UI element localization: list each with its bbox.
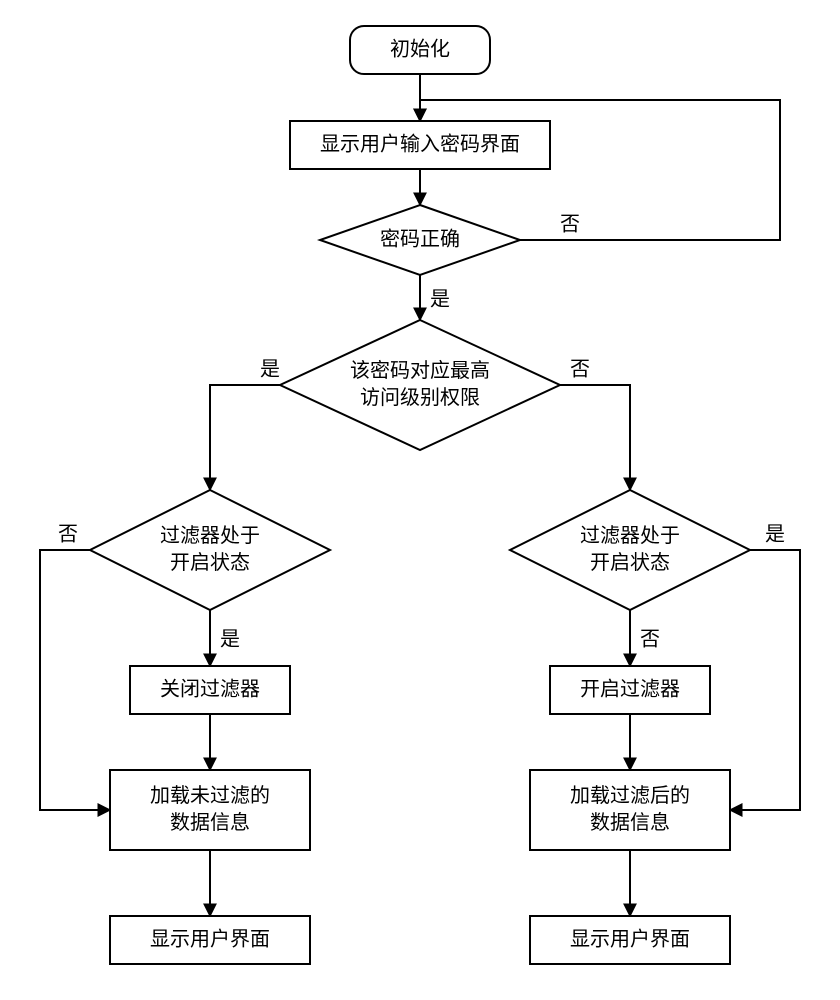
node-uiL: 显示用户界面	[110, 916, 310, 964]
edge-label: 否	[640, 628, 660, 650]
node-label: 过滤器处于	[160, 524, 260, 547]
node-label: 开启状态	[170, 551, 250, 574]
edge-label: 是	[220, 628, 240, 650]
node-label: 数据信息	[170, 811, 250, 834]
flow-edge	[210, 385, 280, 490]
node-label: 过滤器处于	[580, 524, 680, 547]
edge-label: 是	[430, 288, 450, 310]
node-label: 关闭过滤器	[160, 677, 260, 700]
flow-edge	[40, 550, 110, 810]
node-label: 加载过滤后的	[570, 784, 690, 807]
node-label: 显示用户界面	[150, 927, 270, 950]
node-label: 显示用户输入密码界面	[320, 132, 520, 155]
node-label: 初始化	[390, 37, 450, 60]
node-highest: 该密码对应最高访问级别权限	[280, 320, 560, 450]
node-closeF: 关闭过滤器	[130, 666, 290, 714]
node-pwcheck: 密码正确	[320, 205, 520, 275]
node-label: 显示用户界面	[570, 927, 690, 950]
edge-label: 是	[765, 523, 785, 545]
node-label: 访问级别权限	[360, 386, 480, 409]
edge-label: 否	[58, 523, 78, 545]
edge-label: 是	[260, 358, 280, 380]
node-label: 该密码对应最高	[350, 359, 490, 382]
node-label: 密码正确	[380, 227, 460, 250]
node-loadL: 加载未过滤的数据信息	[110, 770, 310, 850]
node-filterR: 过滤器处于开启状态	[510, 490, 750, 610]
edge-label: 否	[570, 358, 590, 380]
flow-edge	[560, 385, 630, 490]
flowchart-canvas: 是否是否是否否是初始化显示用户输入密码界面密码正确该密码对应最高访问级别权限过滤…	[0, 0, 840, 1000]
node-label: 加载未过滤的	[150, 784, 270, 807]
node-start: 初始化	[350, 26, 490, 74]
node-label: 数据信息	[590, 811, 670, 834]
node-input: 显示用户输入密码界面	[290, 121, 550, 169]
node-openF: 开启过滤器	[550, 666, 710, 714]
node-label: 开启过滤器	[580, 677, 680, 700]
node-filterL: 过滤器处于开启状态	[90, 490, 330, 610]
edge-label: 否	[560, 213, 580, 235]
flow-edge	[730, 550, 800, 810]
node-label: 开启状态	[590, 551, 670, 574]
node-uiR: 显示用户界面	[530, 916, 730, 964]
node-loadR: 加载过滤后的数据信息	[530, 770, 730, 850]
